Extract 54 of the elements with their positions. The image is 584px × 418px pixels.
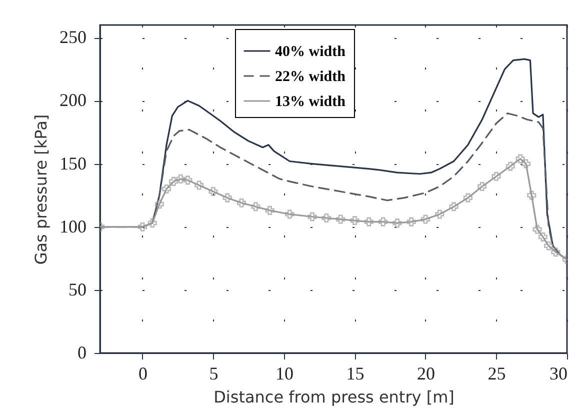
point: [169, 176, 178, 186]
point: [506, 162, 515, 171]
point: [308, 212, 317, 222]
x-tick-label: 30: [550, 364, 568, 384]
y-tick-label: 0: [78, 342, 86, 362]
point: [350, 216, 360, 226]
y-tick-label: 50: [68, 279, 86, 300]
point: [478, 182, 487, 191]
point: [492, 172, 501, 181]
point: [551, 248, 560, 257]
y-tick-label: 100: [60, 216, 86, 236]
point: [527, 190, 536, 200]
x-tick-label: 5: [209, 364, 218, 384]
point: [322, 213, 331, 223]
point: [236, 198, 246, 208]
point: [378, 217, 388, 226]
y-axis-title: Gas pressure [kPa]: [32, 114, 50, 265]
y-tick-label: 250: [60, 27, 86, 48]
x-axis-title: Distance from press entry [m]: [214, 388, 454, 406]
point: [532, 224, 542, 234]
y-tick-label: 200: [60, 90, 86, 110]
point: [176, 174, 186, 184]
point: [162, 184, 172, 194]
point: [138, 222, 147, 232]
x-tick-label: 10: [275, 364, 294, 384]
legend-label: 22% width: [275, 69, 346, 85]
point: [208, 187, 218, 196]
point: [392, 218, 402, 228]
x-tick-label: 0: [138, 364, 148, 384]
point: [463, 193, 472, 202]
legend-label: 40% width: [275, 44, 346, 60]
point: [336, 214, 346, 224]
point: [521, 159, 530, 168]
legend-label: 13% width: [275, 94, 346, 110]
x-tick-label: 20: [416, 364, 435, 384]
point: [364, 217, 374, 226]
point: [194, 180, 204, 190]
point: [449, 202, 458, 212]
point: [222, 193, 232, 202]
point: [148, 218, 157, 228]
point: [406, 217, 416, 226]
point: [420, 214, 430, 224]
point: [265, 206, 274, 215]
point: [251, 202, 260, 212]
point: [538, 232, 548, 242]
point: [285, 210, 294, 219]
point: [154, 200, 164, 209]
point: [516, 154, 525, 164]
y-tick-label: 150: [60, 153, 86, 174]
point: [544, 241, 554, 250]
point: [183, 176, 192, 185]
x-tick-label: 15: [346, 364, 364, 384]
x-tick-label: 25: [488, 364, 506, 384]
point: [435, 210, 444, 219]
